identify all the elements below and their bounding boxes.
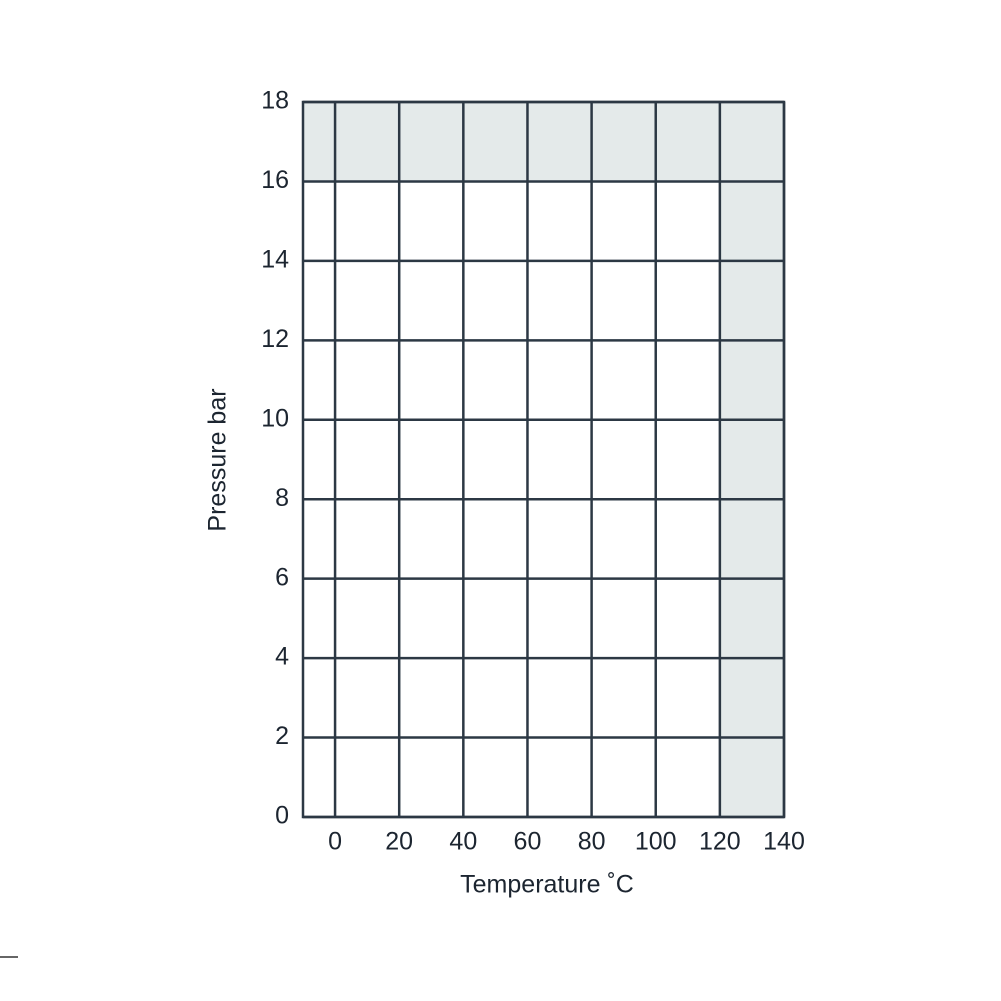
y-tick-label: 16: [261, 166, 289, 194]
x-tick-label: 120: [699, 828, 741, 856]
x-tick-label: 40: [449, 828, 477, 856]
y-tick-label: 2: [275, 722, 289, 750]
y-axis-label: Pressure bar: [204, 388, 232, 531]
x-tick-label: 100: [635, 828, 677, 856]
y-tick-label: 4: [275, 643, 289, 671]
y-tick-label: 8: [275, 484, 289, 512]
y-tick-label: 12: [261, 325, 289, 353]
x-tick-label: 20: [385, 828, 413, 856]
x-tick-label: 60: [514, 828, 542, 856]
y-tick-label: 10: [261, 404, 289, 432]
y-tick-label: 6: [275, 563, 289, 591]
y-tick-label: 18: [261, 87, 289, 115]
y-tick-label: 0: [275, 802, 289, 830]
y-tick-label: 14: [261, 245, 289, 273]
x-tick-label: 140: [763, 828, 805, 856]
x-tick-label: 0: [328, 828, 342, 856]
x-axis-label: Temperature ˚C: [460, 871, 634, 899]
x-tick-label: 80: [578, 828, 606, 856]
plot-frame: [301, 100, 786, 819]
